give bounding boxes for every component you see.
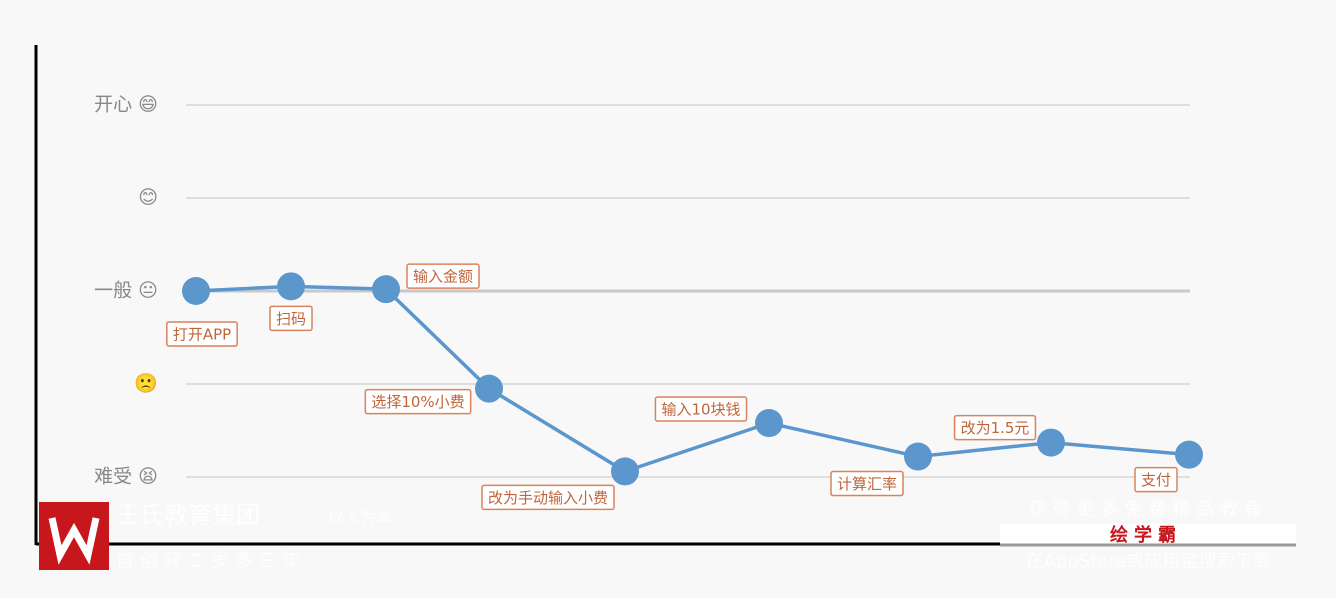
label-box xyxy=(1134,466,1178,493)
point xyxy=(611,457,639,486)
x-tick-label: 打开APP xyxy=(173,326,231,344)
label-box xyxy=(406,263,480,289)
watermark-right-bottom: 在AppStore或应用宝搜索下载 xyxy=(1026,551,1271,572)
y-tick-label: 开心 😄 xyxy=(94,94,158,116)
label-box xyxy=(654,396,748,422)
point xyxy=(372,275,400,304)
y-tick-label: 🙁 xyxy=(134,373,158,395)
label-box xyxy=(481,484,615,511)
x-tick-label: 扫码 xyxy=(276,310,306,328)
x-tick-label: 计算汇率 xyxy=(837,475,897,493)
logo-mark xyxy=(48,517,100,565)
label-box xyxy=(166,321,238,347)
point xyxy=(475,374,503,403)
brand-bg xyxy=(1000,524,1296,546)
point xyxy=(277,272,305,301)
point xyxy=(904,442,932,471)
watermark-title: 王氏教育集团 xyxy=(116,501,260,529)
label-box xyxy=(953,414,1037,441)
x-tick-label: 改为1.5元 xyxy=(961,419,1030,437)
watermark-sub: 自 创 开 二 岁 多 三 年 xyxy=(116,551,300,572)
x-tick-label: 输入金额 xyxy=(413,268,473,286)
label-box xyxy=(364,388,472,415)
x-tick-label: 输入10块钱 xyxy=(661,401,740,419)
point xyxy=(1175,440,1203,469)
x-tick-label: 改为手动输入小费 xyxy=(488,489,608,507)
x-tick-label: 选择10%小费 xyxy=(371,393,464,411)
watermark-motto: 以人为本 xyxy=(328,508,392,527)
point xyxy=(1037,428,1065,457)
point xyxy=(182,277,210,305)
y-tick-label: 难受 😫 xyxy=(94,466,158,488)
label-box xyxy=(830,470,904,497)
watermark: 王氏教育集团 以人为本 自 创 开 二 岁 多 三 年 获得更多免费精品教程 绘… xyxy=(39,499,1296,572)
y-tick-label: 😊 xyxy=(138,187,158,209)
watermark-right-top: 获得更多免费精品教程 xyxy=(1028,499,1268,520)
brand: 绘学霸 xyxy=(1110,524,1182,546)
x-tick-label: 支付 xyxy=(1141,471,1171,489)
label-box xyxy=(269,305,313,332)
y-tick-label: 一般 😐 xyxy=(94,280,158,302)
point xyxy=(755,409,783,438)
